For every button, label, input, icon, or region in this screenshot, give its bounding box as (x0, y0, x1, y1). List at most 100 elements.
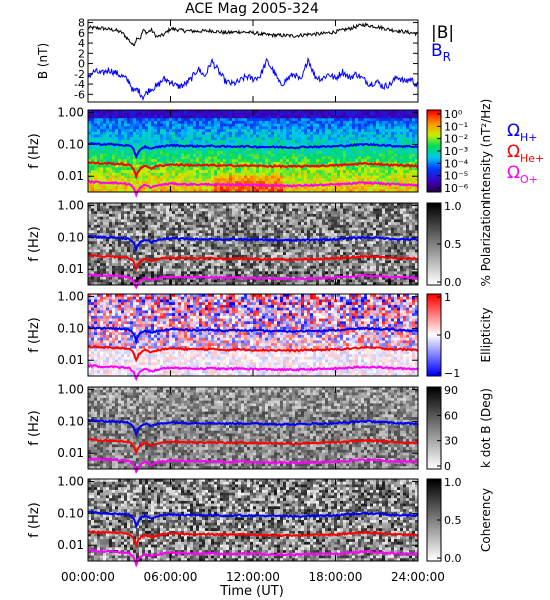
spectrogram-cell (211, 244, 215, 248)
spectrogram-cell (121, 219, 125, 223)
spectrogram-cell (109, 145, 113, 149)
spectrogram-cell (307, 170, 311, 174)
spectrogram-cell (178, 230, 182, 234)
spectrogram-cell (316, 115, 320, 119)
spectrogram-cell (349, 183, 353, 187)
spectrogram-cell (172, 238, 176, 242)
spectrogram-cell (178, 279, 182, 283)
spectrogram-cell (286, 175, 290, 179)
spectrogram-cell (97, 241, 101, 245)
spectrogram-cell (220, 208, 224, 212)
spectrogram-cell (190, 205, 194, 209)
spectrogram-cell (124, 244, 128, 248)
spectrogram-cell (100, 137, 104, 141)
spectrogram-cell (286, 129, 290, 133)
spectrogram-cell (124, 203, 128, 207)
spectrogram-cell (160, 161, 164, 166)
spectrogram-cell (97, 186, 101, 190)
spectrogram-cell (106, 208, 110, 212)
spectrogram-cell (175, 181, 179, 185)
spectrogram-cell (94, 170, 98, 174)
spectrogram-cell (151, 186, 155, 190)
spectrogram-cell (274, 148, 278, 152)
spectrogram-cell (97, 134, 101, 138)
spectrogram-cell (202, 151, 206, 155)
spectrogram-cell (103, 189, 107, 193)
spectrogram-cell (196, 211, 200, 215)
spectrogram-cell (154, 159, 158, 163)
spectrogram-cell (124, 282, 128, 286)
spectrogram-cell (208, 126, 212, 130)
spectrogram-cell (232, 271, 236, 275)
spectrogram-cell (157, 227, 161, 231)
spectrogram-cell (88, 115, 92, 119)
spectrogram-cell (106, 131, 110, 135)
spectrogram-cell (130, 112, 134, 116)
spectrogram-cell (217, 254, 221, 259)
spectrogram-cell (406, 140, 410, 144)
spectrogram-cell (361, 123, 365, 127)
spectrogram-cell (385, 151, 389, 155)
spectrogram-cell (364, 123, 368, 127)
spectrogram-cell (316, 120, 320, 125)
spectrogram-cell (94, 189, 98, 193)
spectrogram-cell (115, 257, 119, 261)
spectrogram-cell (193, 189, 197, 193)
spectrogram-cell (253, 118, 257, 122)
spectrogram-cell (184, 211, 188, 215)
spectrogram-cell (112, 110, 116, 114)
spectrogram-cell (343, 164, 347, 168)
spectrogram-cell (208, 172, 212, 176)
spectrogram-cell (208, 282, 212, 286)
spectrogram-cell (205, 181, 209, 185)
spectrogram-cell (385, 186, 389, 190)
spectrogram-cell (340, 153, 344, 157)
spectrogram-cell (172, 279, 176, 283)
spectrogram-cell (367, 189, 371, 193)
spectrogram-cell (97, 178, 101, 182)
spectrogram-cell (148, 153, 152, 157)
spectrogram-cell (124, 178, 128, 182)
spectrogram-cell (325, 170, 329, 174)
spectrogram-cell (190, 156, 194, 160)
spectrogram-cell (229, 153, 233, 157)
spectrogram-cell (91, 153, 95, 157)
spectrogram-cell (331, 148, 335, 152)
spectrogram-cell (127, 213, 131, 218)
spectrogram-cell (151, 235, 155, 239)
spectrogram-cell (301, 167, 305, 171)
spectrogram-cell (127, 249, 131, 253)
spectrogram-cell (190, 170, 194, 174)
spectrogram-cell (310, 153, 314, 157)
spectrogram-cell (91, 159, 95, 163)
spectrogram-cell (304, 148, 308, 152)
spectrogram-cell (244, 159, 248, 163)
spectrogram-cell (220, 156, 224, 160)
spectrogram-cell (106, 140, 110, 144)
spectrogram-cell (181, 137, 185, 141)
spectrogram-cell (256, 167, 260, 171)
spectrogram-cell (193, 224, 197, 228)
spectrogram-cell (154, 189, 158, 193)
spectrogram-cell (352, 145, 356, 149)
spectrogram-cell (397, 159, 401, 163)
spectrogram-cell (208, 131, 212, 135)
spectrogram-cell (274, 140, 278, 144)
spectrogram-cell (169, 241, 173, 245)
spectrogram-cell (262, 137, 266, 141)
spectrogram-cell (94, 263, 98, 267)
spectrogram-cell (271, 156, 275, 160)
spectrogram-cell (97, 156, 101, 160)
spectrogram-cell (394, 170, 398, 174)
spectrogram-cell (181, 164, 185, 168)
spectrogram-cell (169, 227, 173, 231)
spectrogram-cell (118, 224, 122, 228)
spectrogram-cell (310, 123, 314, 127)
spectrogram-cell (313, 134, 317, 138)
spectrogram-cell (166, 224, 170, 228)
spectrogram-cell (199, 208, 203, 212)
spectrogram-cell (268, 151, 272, 155)
spectrogram-cell (208, 203, 212, 207)
spectrogram-cell (151, 205, 155, 209)
spectrogram-cell (406, 159, 410, 163)
